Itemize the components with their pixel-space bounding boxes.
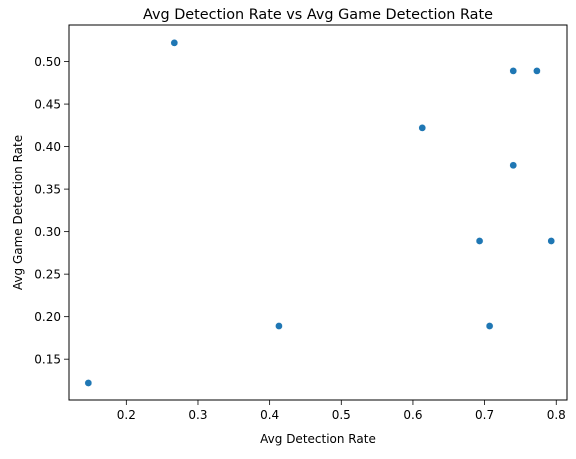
x-tick-label: 0.6 xyxy=(403,408,422,422)
y-tick-label: 0.50 xyxy=(34,55,61,69)
axes-frame xyxy=(68,24,568,401)
y-axis-ticks: 0.15 0.20 0.25 0.30 0.35 0.40 0.45 0.50 xyxy=(34,55,69,366)
scatter-point-6 xyxy=(485,322,494,330)
scatter-point-7 xyxy=(509,161,518,170)
scatter-point-1 xyxy=(84,379,93,387)
scatter-point-2 xyxy=(170,39,179,47)
scatter-point-4 xyxy=(418,124,427,132)
x-tick-label: 0.5 xyxy=(332,408,351,422)
y-tick-label: 0.40 xyxy=(34,140,61,154)
y-tick-label: 0.35 xyxy=(34,182,61,196)
x-axis-label: Avg Detection Rate xyxy=(260,432,376,446)
x-tick-label: 0.4 xyxy=(260,408,279,422)
x-tick-label: 0.3 xyxy=(188,408,207,422)
y-tick-label: 0.30 xyxy=(34,225,61,239)
scatter-point-3 xyxy=(275,322,283,330)
x-axis-ticks: 0.2 0.3 0.4 0.5 0.6 0.7 0.8 xyxy=(117,400,566,422)
y-tick-label: 0.45 xyxy=(34,97,61,111)
y-tick-label: 0.20 xyxy=(34,310,61,324)
y-tick-label: 0.15 xyxy=(34,352,61,366)
scatter-point-8 xyxy=(509,67,518,75)
x-tick-label: 0.8 xyxy=(547,408,566,422)
scatter-point-5 xyxy=(475,237,484,245)
x-tick-label: 0.7 xyxy=(475,408,494,422)
chart-title: Avg Detection Rate vs Avg Game Detection… xyxy=(143,7,493,23)
y-tick-label: 0.25 xyxy=(34,267,61,281)
scatter-point-10 xyxy=(547,237,556,245)
scatter-point-9 xyxy=(533,67,541,75)
y-axis-label: Avg Game Detection Rate xyxy=(11,135,25,290)
x-tick-label: 0.2 xyxy=(117,408,136,422)
points-layer xyxy=(84,39,556,387)
